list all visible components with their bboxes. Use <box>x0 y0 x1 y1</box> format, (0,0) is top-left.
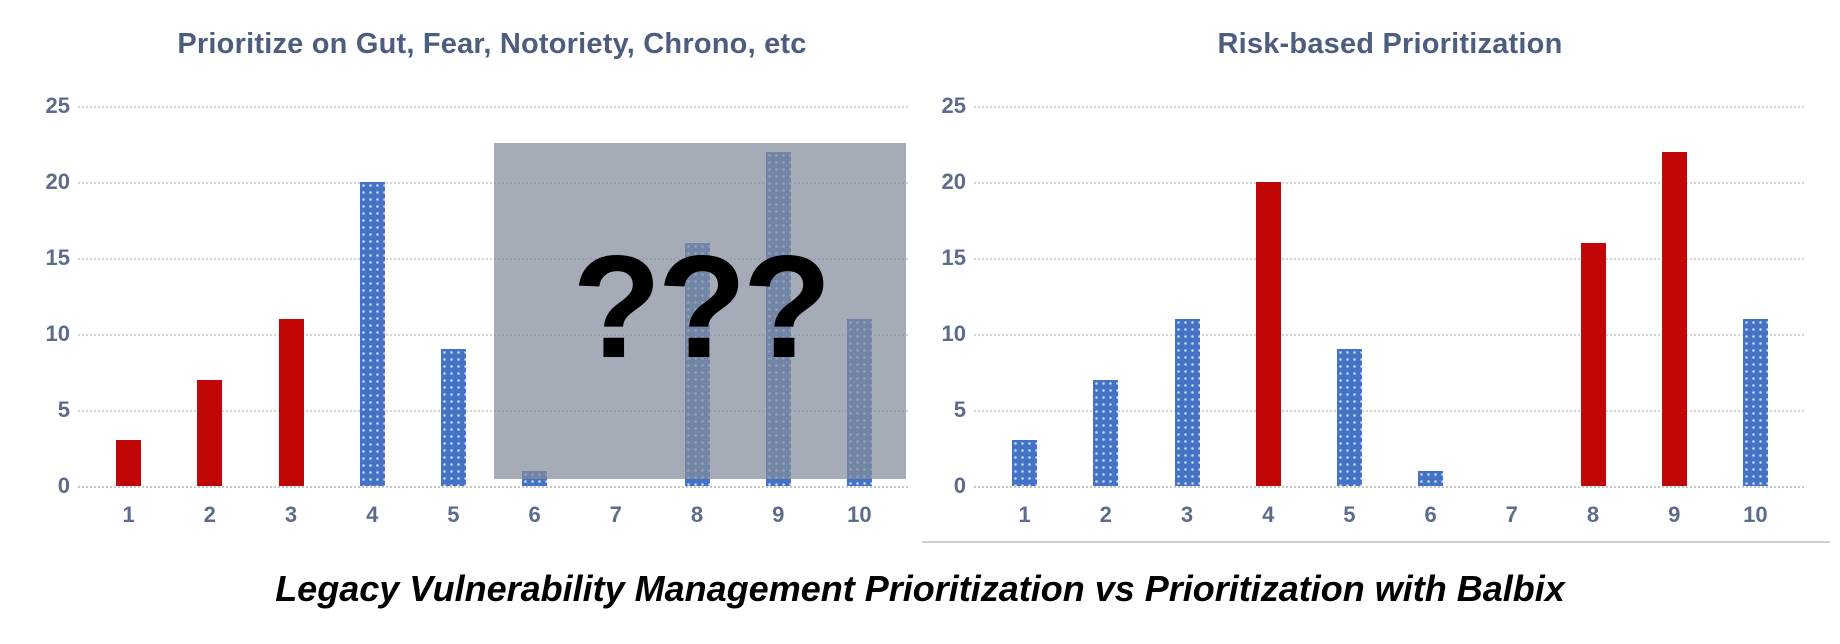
y-axis-tick-label: 0 <box>953 473 966 498</box>
x-axis-tick-label: 5 <box>1343 502 1356 527</box>
bar-category-4 <box>1255 182 1281 486</box>
x-axis-tick-label: 2 <box>1099 502 1112 527</box>
x-axis-tick-label: 3 <box>284 502 298 527</box>
bar-category-10 <box>1742 318 1768 486</box>
bar-category-2 <box>1093 379 1119 486</box>
gridline-0 <box>78 486 908 488</box>
y-axis-tick-label: 5 <box>57 397 70 422</box>
gridline-5 <box>974 410 1804 412</box>
y-axis-tick-label: 20 <box>941 169 966 194</box>
gridline-25 <box>974 106 1804 108</box>
y-axis-tick-label: 25 <box>45 93 70 118</box>
bar-category-6 <box>1418 470 1444 486</box>
x-axis-tick-label: 8 <box>690 502 704 527</box>
gridline-20 <box>974 182 1804 184</box>
plot-area-legacy: 0 5 10 15 20 25 1 2 3 4 5 6 7 8 9 10??? <box>46 94 908 527</box>
gridline-10 <box>974 334 1804 336</box>
y-axis-tick-label: 15 <box>45 245 70 270</box>
plot-area-risk-based: 0 5 10 15 20 25 1 2 3 4 5 6 7 8 9 10 <box>942 94 1804 527</box>
x-axis-tick-label: 10 <box>847 502 872 527</box>
gridline-25 <box>78 106 908 108</box>
x-axis-tick-label: 9 <box>772 502 785 527</box>
y-axis-tick-label: 10 <box>45 321 70 346</box>
y-axis-tick-label: 5 <box>953 397 966 422</box>
x-axis-tick-label: 1 <box>122 502 135 527</box>
y-axis-tick-label: 15 <box>941 245 966 270</box>
bar-category-2 <box>197 379 223 486</box>
x-axis-tick-label: 1 <box>1018 502 1031 527</box>
bar-category-5 <box>440 349 466 486</box>
gridline-5 <box>78 410 908 412</box>
bar-category-1 <box>1012 440 1038 486</box>
bar-category-4 <box>359 182 385 486</box>
y-axis-tick-label: 10 <box>941 321 966 346</box>
gridline-15 <box>974 258 1804 260</box>
gridline-10 <box>78 334 908 336</box>
chart-title-risk-based: Risk-based Prioritization <box>1217 28 1563 60</box>
x-axis-tick-label: 8 <box>1586 502 1600 527</box>
y-axis-tick-label: 0 <box>57 473 70 498</box>
x-axis-tick-label: 4 <box>1262 502 1275 527</box>
y-axis-tick-label: 25 <box>941 93 966 118</box>
x-axis-tick-label: 3 <box>1180 502 1194 527</box>
x-axis-tick-label: 7 <box>609 502 622 527</box>
x-axis-tick-label: 5 <box>447 502 460 527</box>
gridline-15 <box>78 258 908 260</box>
x-axis-tick-label: 4 <box>366 502 379 527</box>
bar-category-9 <box>1661 151 1687 486</box>
chart-bottom-border <box>922 541 1830 543</box>
y-axis-tick-label: 20 <box>45 169 70 194</box>
x-axis-tick-label: 7 <box>1505 502 1518 527</box>
bar-category-3 <box>1174 318 1200 486</box>
x-axis-tick-label: 10 <box>1743 502 1768 527</box>
x-axis-tick-label: 6 <box>1424 502 1437 527</box>
bar-category-1 <box>116 440 142 486</box>
x-axis-tick-label: 9 <box>1668 502 1681 527</box>
x-axis-tick-label: 2 <box>203 502 216 527</box>
x-axis-tick-label: 6 <box>528 502 541 527</box>
figure-caption: Legacy Vulnerability Management Prioriti… <box>275 568 1565 609</box>
gridline-0 <box>974 486 1804 488</box>
bar-category-5 <box>1336 349 1362 486</box>
bar-category-8 <box>1580 242 1606 486</box>
mystery-overlay-box: ??? <box>494 143 906 479</box>
chart-title-legacy: Prioritize on Gut, Fear, Notoriety, Chro… <box>177 28 807 60</box>
bar-category-3 <box>278 318 304 486</box>
gridline-20 <box>78 182 908 184</box>
question-marks-annotation: ??? <box>572 225 832 388</box>
